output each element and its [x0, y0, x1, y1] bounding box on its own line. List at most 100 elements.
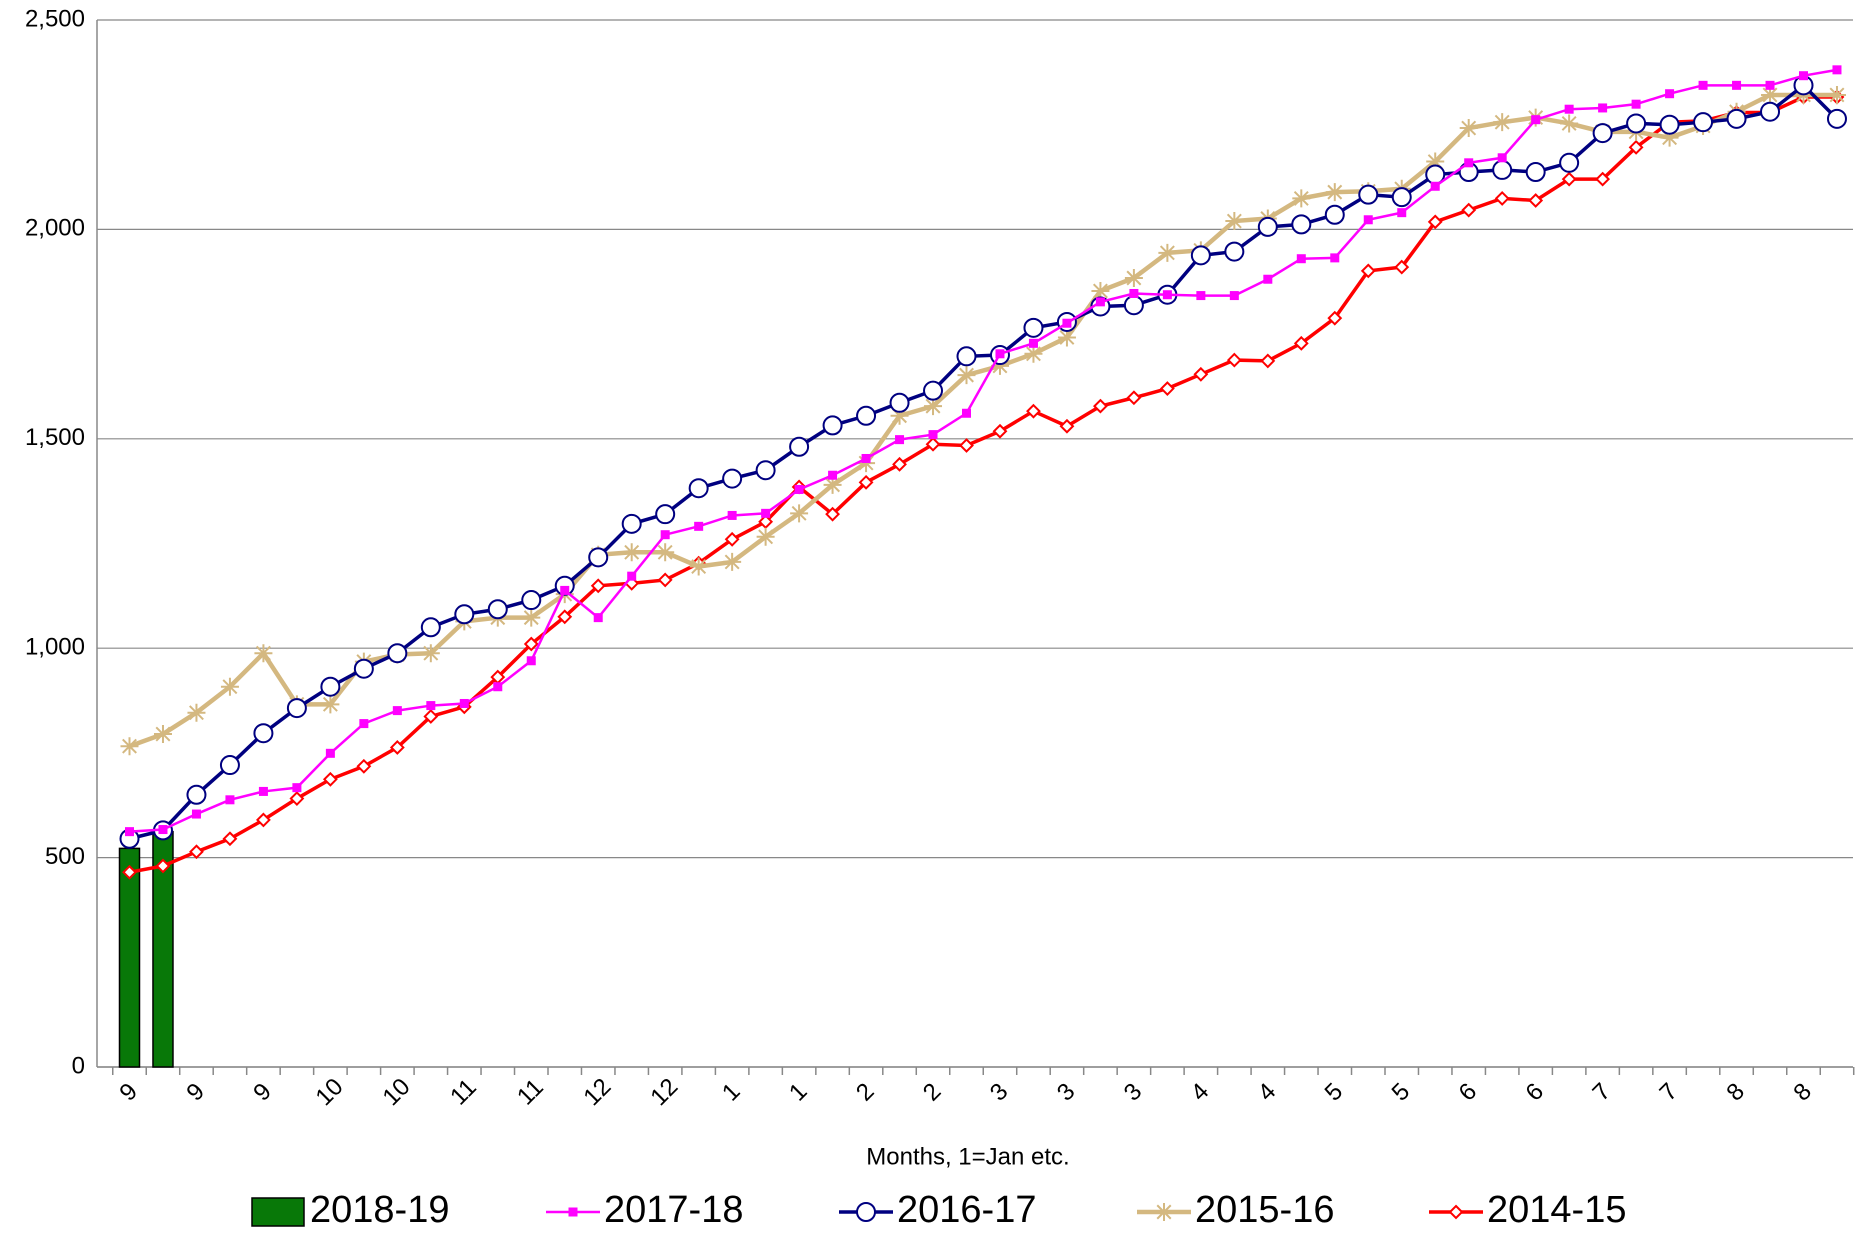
y-tick-label: 1,500	[25, 424, 85, 451]
marker	[1257, 216, 1278, 237]
marker	[925, 436, 941, 452]
x-tick-label: 4	[1186, 1078, 1215, 1107]
legend-label: 2014-15	[1487, 1189, 1626, 1231]
marker	[794, 484, 804, 494]
marker	[928, 430, 938, 440]
marker	[191, 809, 201, 819]
marker	[689, 557, 708, 576]
marker	[1292, 189, 1311, 208]
marker	[423, 709, 439, 724]
marker	[1091, 281, 1110, 300]
marker	[1626, 113, 1647, 134]
marker	[1426, 152, 1445, 171]
legend-label: 2016-17	[897, 1189, 1036, 1231]
marker	[1461, 202, 1477, 218]
marker	[253, 723, 274, 744]
marker	[1330, 253, 1340, 263]
marker	[1095, 297, 1105, 307]
x-tick-label: 9	[181, 1078, 210, 1107]
legend-marker	[856, 1202, 876, 1222]
marker	[657, 572, 673, 588]
marker	[256, 812, 271, 828]
marker	[1057, 328, 1076, 347]
legend-marker	[1155, 1203, 1173, 1221]
marker	[758, 514, 774, 530]
marker	[560, 585, 570, 595]
marker	[1327, 310, 1343, 326]
marker	[325, 748, 335, 758]
y-tick-label: 500	[45, 843, 85, 870]
marker	[822, 415, 843, 436]
marker	[359, 719, 369, 729]
marker	[120, 737, 139, 756]
series	[122, 89, 1845, 880]
marker	[627, 571, 637, 581]
marker	[1827, 85, 1846, 104]
marker	[892, 456, 907, 472]
marker	[1391, 187, 1412, 208]
marker	[222, 831, 238, 847]
marker	[254, 644, 273, 663]
marker	[187, 703, 206, 722]
marker	[153, 725, 172, 744]
marker	[755, 460, 776, 481]
marker	[1761, 85, 1780, 104]
marker	[1560, 114, 1579, 133]
marker	[861, 453, 871, 463]
marker	[1430, 181, 1440, 191]
marker	[828, 470, 838, 480]
marker	[660, 530, 670, 540]
marker	[522, 608, 541, 627]
marker	[1832, 65, 1842, 75]
marker	[924, 397, 943, 416]
x-tick-label: 1	[784, 1078, 813, 1107]
marker	[523, 636, 539, 652]
marker	[823, 475, 842, 494]
marker	[1360, 263, 1376, 279]
x-tick-label: 9	[248, 1078, 277, 1107]
x-tick-label: 5	[1320, 1078, 1349, 1107]
marker	[125, 827, 134, 837]
marker	[1196, 291, 1206, 301]
marker	[756, 527, 775, 546]
marker	[289, 791, 305, 806]
marker	[1528, 193, 1544, 208]
marker	[1531, 115, 1541, 125]
marker	[426, 701, 436, 711]
x-tick-label: 8	[1788, 1078, 1817, 1107]
marker	[1561, 171, 1577, 187]
marker	[694, 521, 704, 531]
marker	[722, 468, 743, 489]
marker	[1225, 212, 1244, 231]
marker	[420, 617, 441, 638]
legend-marker	[1448, 1204, 1464, 1220]
marker	[286, 698, 307, 719]
legend-label: 2015-16	[1195, 1189, 1334, 1231]
marker	[1799, 71, 1808, 81]
marker	[1427, 214, 1443, 230]
marker	[1260, 353, 1276, 369]
marker	[724, 531, 740, 547]
marker	[1026, 403, 1041, 419]
marker	[1325, 183, 1344, 202]
marker	[155, 858, 171, 874]
marker	[389, 740, 405, 755]
marker	[761, 508, 771, 518]
marker	[1291, 214, 1312, 235]
marker	[962, 408, 971, 418]
marker	[1525, 162, 1546, 183]
line	[129, 95, 1837, 874]
marker	[1093, 398, 1108, 414]
marker	[1023, 317, 1044, 338]
marker	[158, 825, 168, 835]
marker	[1564, 104, 1574, 114]
marker	[588, 547, 609, 568]
marker	[1493, 113, 1512, 132]
marker	[1358, 184, 1379, 205]
x-tick-label: 12	[645, 1073, 683, 1111]
marker	[590, 578, 606, 594]
x-tick-label: 10	[378, 1073, 416, 1111]
marker	[1028, 338, 1038, 348]
marker	[1193, 366, 1209, 382]
marker	[858, 474, 874, 490]
